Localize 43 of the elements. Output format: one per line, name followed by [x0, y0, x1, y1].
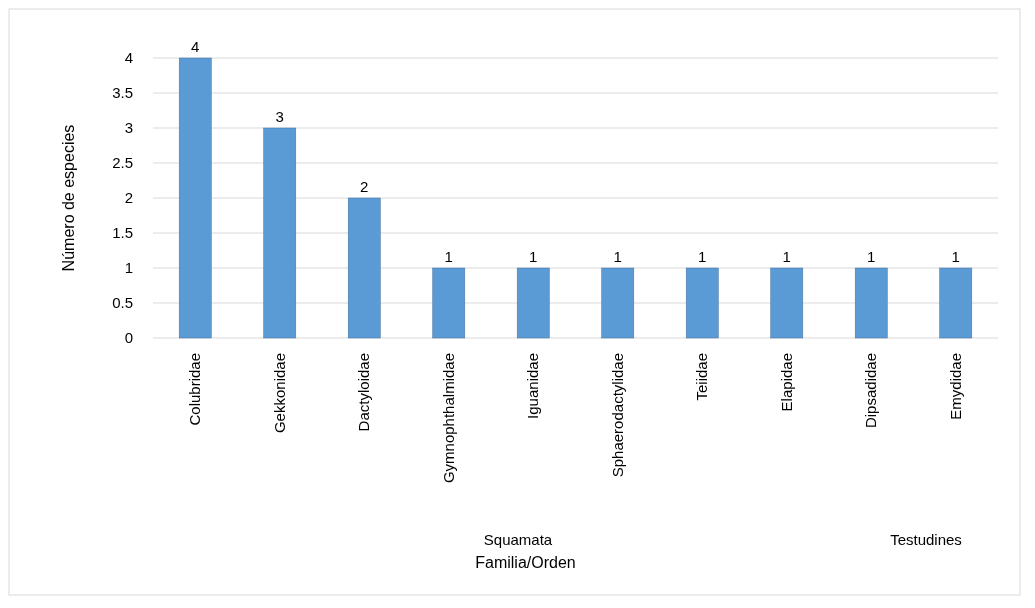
- bar: [685, 267, 719, 339]
- y-tick-label: 1: [124, 259, 133, 276]
- bar: [432, 267, 466, 339]
- data-label: 1: [951, 248, 960, 265]
- x-tick-label: Dactyloidae: [355, 353, 373, 432]
- bar: [854, 267, 888, 339]
- bar: [939, 267, 973, 339]
- y-tick-label: 3: [124, 119, 133, 136]
- bar: [347, 197, 381, 339]
- y-tick-label: 2.5: [112, 154, 133, 171]
- x-tick-label: Colubridae: [186, 353, 204, 426]
- data-label: 1: [613, 248, 622, 265]
- data-label: 1: [867, 248, 876, 265]
- x-tick-label: Gymnophthalmidae: [439, 353, 457, 484]
- data-label: 3: [275, 108, 284, 125]
- x-tick-label: Emydidae: [946, 353, 964, 420]
- bar: [516, 267, 550, 339]
- data-label: 1: [698, 248, 707, 265]
- y-tick-label: 1.5: [112, 224, 133, 241]
- data-label: 1: [444, 248, 453, 265]
- bar: [601, 267, 635, 339]
- x-tick-label: Gekkonidae: [270, 353, 288, 434]
- y-tick-label: 3.5: [112, 84, 133, 101]
- x-tick-label: Iguanidae: [524, 353, 542, 419]
- data-label: 4: [191, 38, 200, 55]
- x-tick-label: Dipsadidae: [862, 353, 880, 429]
- y-tick-label: 0: [124, 329, 133, 346]
- text: Testudines: [890, 531, 962, 548]
- y-tick-label: 0.5: [112, 294, 133, 311]
- y-tick-label: 2: [124, 189, 133, 206]
- bar: [178, 57, 212, 339]
- data-label: 1: [782, 248, 791, 265]
- x-axis-title: Familia/Orden: [475, 554, 576, 571]
- data-label: 2: [360, 178, 369, 195]
- bar: [770, 267, 804, 339]
- data-label: 1: [529, 248, 538, 265]
- y-axis-title: Número de especies: [60, 124, 77, 272]
- x-tick-label: Teiidae: [693, 353, 711, 401]
- y-tick-label: 4: [124, 49, 133, 66]
- x-tick-label: Sphaerodactylidae: [608, 353, 626, 478]
- text: Squamata: [483, 531, 553, 548]
- bar: [263, 127, 297, 339]
- x-tick-label: Elapidae: [777, 353, 795, 412]
